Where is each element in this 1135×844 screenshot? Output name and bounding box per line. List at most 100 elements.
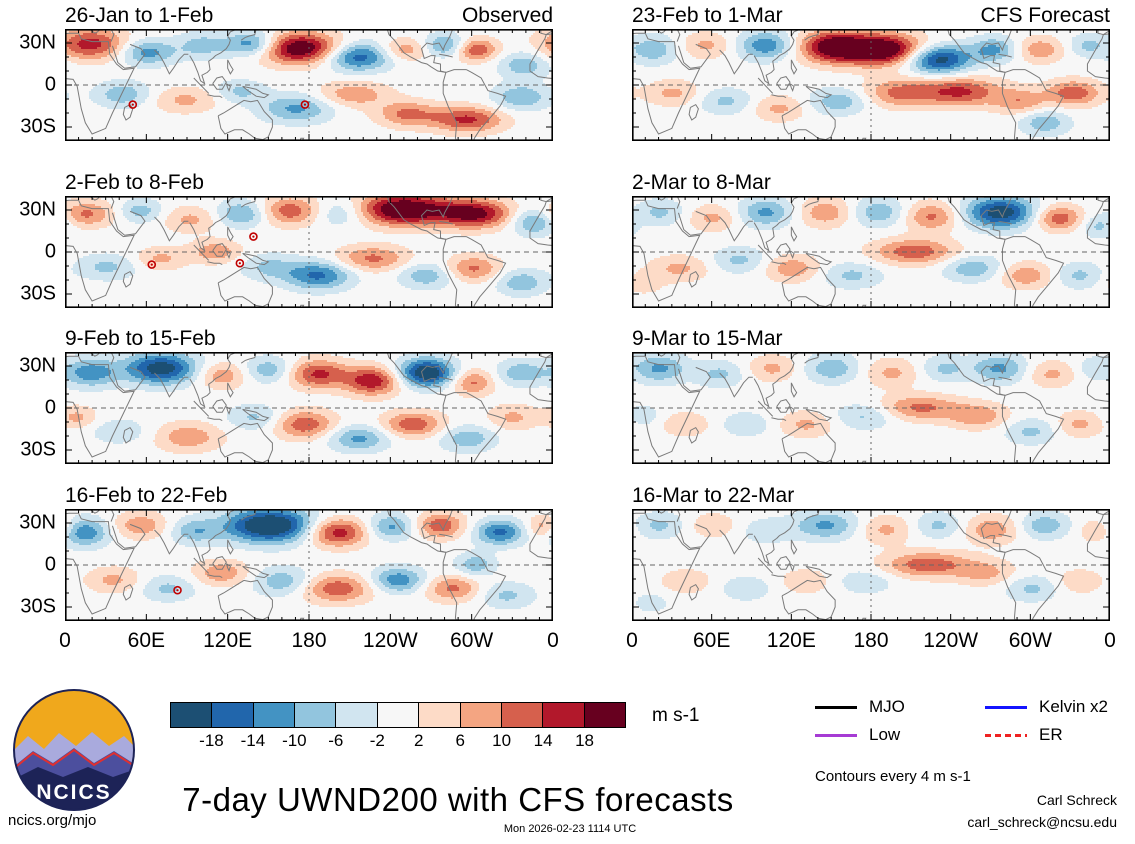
- panel-title: 2-Feb to 8-Feb: [65, 171, 204, 194]
- kelvin-line-swatch: [985, 705, 1027, 709]
- x-tick: 60W: [1008, 629, 1052, 652]
- map-canvas: [632, 196, 1110, 308]
- colorbar-cell: [171, 703, 212, 727]
- panel-title: 9-Mar to 15-Mar: [632, 327, 783, 350]
- colorbar-tick-label: -18: [199, 731, 224, 750]
- colorbar-tick-label: -2: [369, 731, 385, 750]
- y-tick-0: 0: [44, 553, 56, 576]
- map-canvas: [65, 29, 553, 141]
- panel-title: 9-Feb to 15-Feb: [65, 327, 216, 350]
- legend-item-mjo: MJO: [815, 697, 905, 716]
- map-panel-observed-week4: 16-Feb to 22-Feb 30N 0 30S: [19, 484, 553, 621]
- x-axis-labels-right: 0 60E 120E 180 120W 60W 0: [626, 629, 1116, 657]
- map-panel-observed-week2: 2-Feb to 8-Feb 30N 0 30S: [19, 171, 553, 308]
- colorbar-unit: m s-1: [652, 705, 700, 726]
- column-label-observed: Observed: [461, 4, 553, 27]
- x-tick: 0: [626, 629, 638, 652]
- y-tick-30s: 30S: [20, 438, 56, 461]
- colorbar-tick-label: -14: [240, 731, 266, 750]
- map-canvas: [632, 509, 1110, 621]
- legend-item-low: Low: [815, 725, 901, 744]
- x-tick: 120W: [362, 629, 418, 652]
- x-tick: 60E: [692, 629, 731, 652]
- legend-label: Low: [869, 725, 901, 744]
- colorbar-cell: [294, 703, 336, 727]
- colorbar-tick-label: 2: [413, 731, 424, 750]
- legend-item-er: ER: [985, 725, 1063, 744]
- legend-label: MJO: [869, 697, 905, 716]
- panel-title: 2-Mar to 8-Mar: [632, 171, 771, 194]
- mjo-line-swatch: [815, 705, 857, 709]
- colorbar-cell: [583, 703, 625, 727]
- colorbar-cell: [252, 703, 295, 727]
- panel-title: 16-Feb to 22-Feb: [65, 484, 228, 507]
- footer-email: carl_schreck@ncsu.edu: [967, 814, 1117, 830]
- legend-label: Kelvin x2: [1039, 697, 1108, 716]
- logo-ring: [13, 689, 135, 811]
- map-panel-forecast-week3: 9-Mar to 15-Mar: [632, 327, 1110, 464]
- y-tick-30n: 30N: [19, 198, 56, 221]
- x-tick: 0: [59, 629, 71, 652]
- map-canvas: [65, 196, 553, 308]
- y-tick-30s: 30S: [20, 595, 56, 618]
- y-tick-30s: 30S: [20, 282, 56, 305]
- x-tick: 120E: [203, 629, 253, 652]
- colorbar-tick-label: 18: [575, 731, 594, 750]
- contour-interval-note: Contours every 4 m s-1: [815, 768, 971, 785]
- x-tick: 0: [1104, 629, 1116, 652]
- y-tick-30n: 30N: [19, 354, 56, 377]
- map-panel-forecast-week2: 2-Mar to 8-Mar: [632, 171, 1110, 308]
- y-tick-30n: 30N: [19, 31, 56, 54]
- footer-site-url: ncics.org/mjo: [8, 812, 97, 829]
- er-line-swatch: [985, 733, 1027, 737]
- x-tick: 120E: [766, 629, 816, 652]
- colorbar-tick-label: 10: [492, 731, 512, 750]
- map-canvas: [632, 352, 1110, 464]
- panel-title: 16-Mar to 22-Mar: [632, 484, 795, 507]
- legend-item-kelvin: Kelvin x2: [985, 697, 1108, 716]
- map-panel-forecast-week1: 23-Feb to 1-Mar CFS Forecast: [632, 4, 1110, 141]
- y-tick-0: 0: [44, 240, 56, 263]
- y-tick-30n: 30N: [19, 511, 56, 534]
- x-tick: 60E: [127, 629, 166, 652]
- colorbar-tick-label: 6: [455, 731, 465, 750]
- map-canvas: [65, 509, 553, 621]
- map-panel-observed-week1: 26-Jan to 1-Feb Observed 30N 0 30S: [19, 4, 553, 141]
- colorbar-tick-label: -6: [328, 731, 344, 750]
- colorbar: [170, 702, 626, 728]
- ncics-logo: NCICS: [13, 689, 135, 811]
- colorbar-tick-label: 14: [533, 731, 553, 750]
- x-tick: 0: [547, 629, 559, 652]
- map-canvas: [65, 352, 553, 464]
- x-tick: 180: [291, 629, 327, 652]
- map-panel-forecast-week4: 16-Mar to 22-Mar: [632, 484, 1110, 621]
- colorbar-cell: [459, 703, 501, 727]
- x-tick: 120W: [923, 629, 979, 652]
- logo-text: NCICS: [36, 781, 111, 804]
- y-tick-0: 0: [44, 73, 56, 96]
- colorbar-cell: [542, 703, 584, 727]
- y-tick-0: 0: [44, 396, 56, 419]
- panel-title: 26-Jan to 1-Feb: [65, 4, 214, 27]
- panel-title: 23-Feb to 1-Mar: [632, 4, 783, 27]
- colorbar-cell: [376, 703, 419, 727]
- y-tick-30s: 30S: [20, 115, 56, 138]
- x-tick: 60W: [450, 629, 494, 652]
- column-label-forecast: CFS Forecast: [980, 4, 1110, 27]
- footer-author: Carl Schreck: [1036, 792, 1117, 808]
- colorbar-cell: [211, 703, 253, 727]
- x-tick: 180: [853, 629, 889, 652]
- low-line-swatch: [815, 733, 857, 737]
- x-axis-labels-left: 0 60E 120E 180 120W 60W 0: [59, 629, 559, 657]
- colorbar-cell: [418, 703, 460, 727]
- map-canvas: [632, 29, 1110, 141]
- colorbar-cell: [335, 703, 377, 727]
- colorbar-tick-label: -10: [282, 731, 307, 750]
- colorbar-tick-labels: -18 -14 -10 -6 -2 2 6 10 14 18: [170, 731, 626, 753]
- map-panel-observed-week3: 9-Feb to 15-Feb 30N 0 30S: [19, 327, 553, 464]
- figure-title: 7-day UWND200 with CFS forecasts: [182, 781, 734, 818]
- footer-timestamp: Mon 2026-02-23 1114 UTC: [503, 823, 637, 835]
- logo-red-line: [14, 748, 134, 771]
- colorbar-cell: [500, 703, 543, 727]
